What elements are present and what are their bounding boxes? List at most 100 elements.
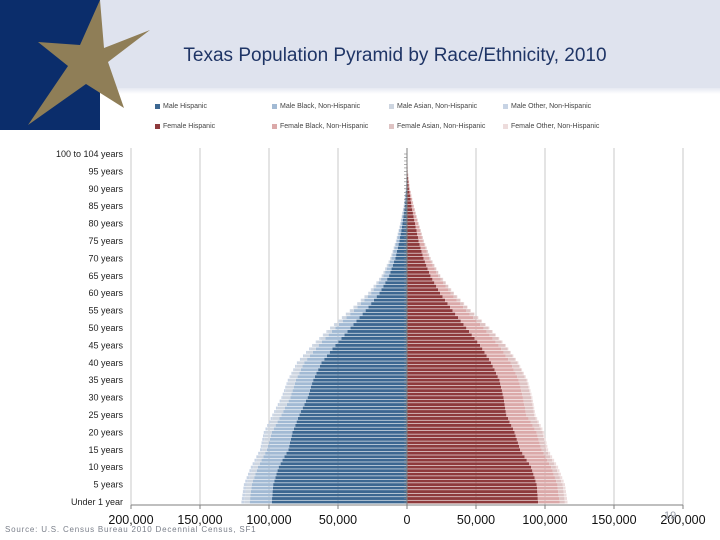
bar-female-0-29 xyxy=(407,399,505,403)
bar-female-2-39 xyxy=(512,364,520,368)
bar-female-2-24 xyxy=(528,417,536,420)
bar-male-0-61 xyxy=(381,288,407,292)
bar-female-1-25 xyxy=(506,413,527,417)
bar-female-2-69 xyxy=(430,260,433,264)
bar-male-0-71 xyxy=(396,253,407,257)
bar-male-3-48 xyxy=(322,333,324,337)
bar-female-1-57 xyxy=(447,302,460,306)
bar-female-2-45 xyxy=(498,343,505,347)
bar-male-2-33 xyxy=(286,385,294,389)
bar-female-3-11 xyxy=(553,462,557,466)
bar-female-0-69 xyxy=(407,260,425,264)
bar-female-3-54 xyxy=(474,312,475,316)
bar-male-0-69 xyxy=(394,260,407,264)
bar-female-2-62 xyxy=(445,284,449,288)
bar-female-0-54 xyxy=(407,312,456,316)
bar-female-0-35 xyxy=(407,378,500,382)
bar-male-2-20 xyxy=(265,430,272,434)
bar-female-1-14 xyxy=(522,451,544,455)
bar-female-0-28 xyxy=(407,403,505,406)
y-tick-label: 60 years xyxy=(88,288,123,298)
bar-male-1-48 xyxy=(328,333,345,337)
bar-female-1-11 xyxy=(528,462,550,466)
source-note: Source: U.S. Census Bureau 2010 Decennia… xyxy=(5,525,257,534)
bar-male-2-59 xyxy=(364,295,368,299)
bar-male-2-21 xyxy=(267,427,274,431)
bar-female-2-5 xyxy=(557,483,563,487)
y-tick-label: 70 years xyxy=(88,253,123,263)
bar-female-1-46 xyxy=(477,340,496,344)
bar-female-0-65 xyxy=(407,274,431,278)
legend-label: Male Asian, Non-Hispanic xyxy=(397,103,478,110)
bar-male-3-25 xyxy=(272,413,274,417)
bar-female-2-8 xyxy=(553,472,559,476)
bar-female-3-57 xyxy=(463,302,465,306)
bar-male-1-25 xyxy=(281,413,300,417)
legend-label: Female Asian, Non-Hispanic xyxy=(397,123,486,130)
bar-female-0-12 xyxy=(407,458,527,462)
bar-female-2-7 xyxy=(554,476,560,480)
bar-female-1-90 xyxy=(408,187,410,191)
bar-male-1-29 xyxy=(288,399,306,403)
bar-female-2-42 xyxy=(505,354,513,358)
bar-male-3-50 xyxy=(329,326,331,330)
bar-female-3-15 xyxy=(546,448,549,452)
bar-female-3-52 xyxy=(481,319,483,323)
bar-male-1-51 xyxy=(338,323,354,326)
bar-male-0-68 xyxy=(392,263,407,267)
bar-female-1-78 xyxy=(416,229,420,232)
bar-female-0-20 xyxy=(407,430,515,434)
bar-male-1-0 xyxy=(249,500,272,504)
bar-male-3-11 xyxy=(252,462,255,466)
bar-female-0-40 xyxy=(407,361,492,365)
x-tick-label: 100,000 xyxy=(246,513,291,527)
legend-item: Male Hispanic xyxy=(155,103,207,110)
bar-male-1-64 xyxy=(381,277,388,281)
bar-female-3-9 xyxy=(557,469,560,473)
bar-female-1-45 xyxy=(480,343,499,347)
bar-male-0-32 xyxy=(309,389,407,393)
bar-female-2-38 xyxy=(513,368,522,372)
bar-female-3-26 xyxy=(533,410,535,413)
bar-female-3-31 xyxy=(530,392,532,396)
bar-female-0-75 xyxy=(407,239,419,243)
bar-female-0-78 xyxy=(407,229,417,232)
bar-male-2-36 xyxy=(290,375,298,379)
bar-female-0-19 xyxy=(407,434,516,438)
bar-female-1-13 xyxy=(524,455,546,459)
bar-female-2-9 xyxy=(552,469,558,473)
y-tick-label: 95 years xyxy=(88,166,123,176)
bar-male-2-42 xyxy=(304,354,310,358)
bar-female-3-33 xyxy=(528,385,530,389)
bar-female-0-16 xyxy=(407,444,520,448)
bar-male-1-8 xyxy=(255,472,277,476)
bar-male-2-64 xyxy=(379,277,382,281)
bar-female-3-47 xyxy=(498,337,500,340)
bar-female-1-49 xyxy=(469,330,487,333)
bar-female-1-36 xyxy=(497,375,518,379)
bar-male-3-36 xyxy=(289,375,291,379)
bar-female-0-33 xyxy=(407,385,502,389)
bar-female-3-7 xyxy=(559,476,563,480)
bar-female-3-1 xyxy=(564,497,567,500)
bar-female-0-43 xyxy=(407,350,485,354)
bar-female-1-22 xyxy=(511,424,533,427)
bar-male-2-43 xyxy=(307,350,313,354)
bar-female-0-77 xyxy=(407,232,418,236)
bar-male-1-47 xyxy=(325,337,342,340)
bar-female-2-15 xyxy=(541,448,547,452)
legend-item: Male Asian, Non-Hispanic xyxy=(389,103,477,110)
bar-female-2-35 xyxy=(518,378,527,382)
y-tick-label: 10 years xyxy=(88,462,123,472)
bar-male-0-40 xyxy=(321,361,407,365)
bar-female-3-24 xyxy=(535,417,538,420)
bar-male-2-11 xyxy=(254,462,260,466)
bar-male-3-57 xyxy=(357,302,358,306)
bar-male-1-67 xyxy=(386,267,392,271)
bar-male-2-4 xyxy=(246,486,252,490)
bar-male-1-33 xyxy=(293,385,311,389)
bar-male-1-19 xyxy=(270,434,292,438)
bar-female-3-32 xyxy=(529,389,531,393)
bar-male-2-3 xyxy=(245,490,251,493)
bar-female-0-89 xyxy=(407,190,410,194)
